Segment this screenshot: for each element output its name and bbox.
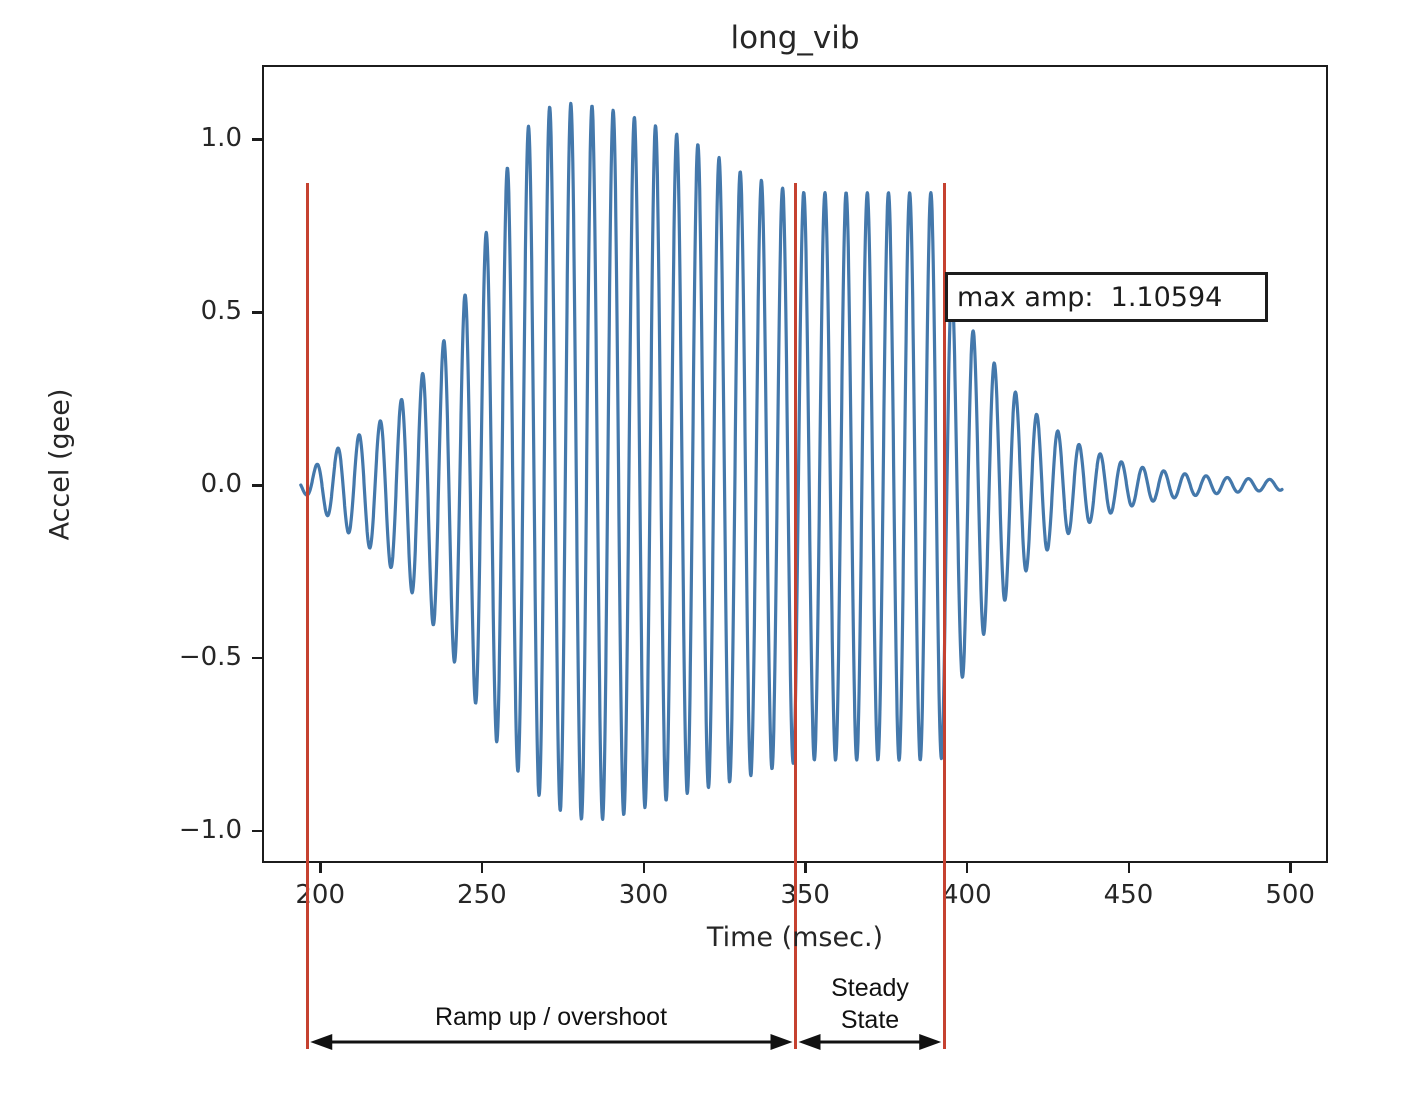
- waveform-line: [299, 101, 1284, 821]
- y-tick-mark: [252, 656, 262, 660]
- x-tick-label: 200: [295, 880, 345, 910]
- region-line: [793, 183, 797, 1049]
- y-tick-label: −1.0: [178, 814, 242, 845]
- region-label-steady: Steady State: [770, 972, 970, 1036]
- max-amp-label: max amp: 1.10594: [957, 281, 1223, 313]
- x-tick-label: 500: [1265, 880, 1315, 910]
- x-tick-mark: [480, 863, 484, 873]
- region-label-ramp: Ramp up / overshoot: [391, 1003, 711, 1032]
- y-tick-mark: [252, 311, 262, 314]
- x-axis-label: Time (msec.): [706, 922, 884, 953]
- y-tick-mark: [252, 484, 262, 487]
- y-tick-label: −0.5: [178, 641, 242, 672]
- x-tick-label: 300: [618, 880, 669, 910]
- x-tick-mark: [319, 863, 322, 873]
- x-tick-label: 400: [942, 880, 992, 910]
- y-tick-label: 0.0: [200, 469, 242, 499]
- region-arrow: [310, 1034, 793, 1050]
- y-tick-mark: [252, 829, 262, 833]
- x-tick-mark: [804, 863, 807, 873]
- x-tick-mark: [1289, 863, 1292, 873]
- ramp-label-text: Ramp up / overshoot: [434, 1003, 668, 1031]
- steady-label-line1: Steady: [831, 974, 909, 1002]
- chart-title: long_vib: [730, 20, 860, 56]
- x-tick-mark: [965, 863, 969, 873]
- max-amp-box: max amp: 1.10594: [945, 272, 1268, 322]
- x-tick-label: 250: [457, 880, 507, 910]
- y-axis-label: Accel (gee): [44, 388, 76, 541]
- region-arrow: [798, 1034, 942, 1050]
- x-tick-mark: [642, 863, 646, 873]
- y-tick-label: 1.0: [200, 123, 242, 153]
- x-tick-label: 450: [1103, 880, 1154, 910]
- x-tick-label: 350: [780, 880, 830, 910]
- steady-label-line2: State: [840, 1006, 900, 1034]
- x-tick-mark: [1127, 863, 1130, 873]
- region-line: [305, 183, 309, 1049]
- y-tick-label: 0.5: [200, 296, 242, 326]
- region-line: [942, 183, 946, 1049]
- y-tick-mark: [252, 138, 262, 141]
